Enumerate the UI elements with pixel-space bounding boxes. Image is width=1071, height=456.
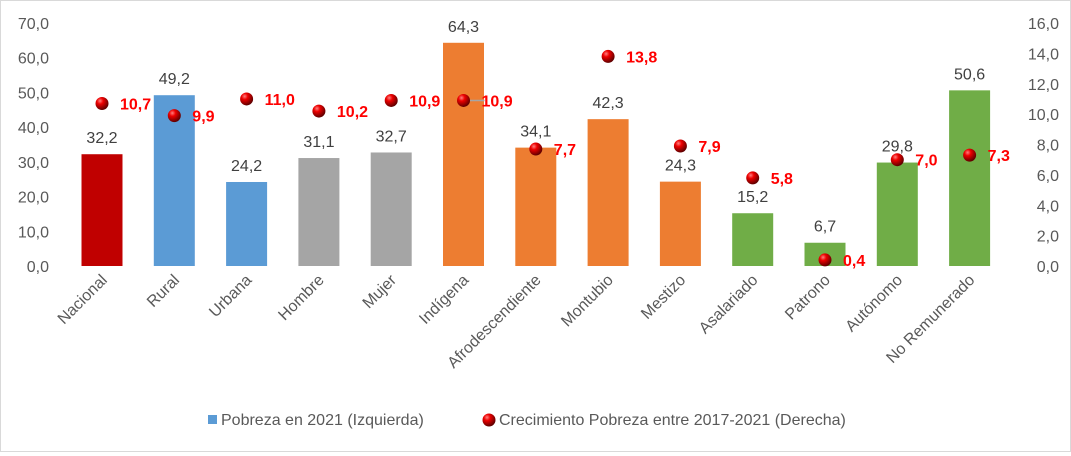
category-label: Hombre [275, 272, 327, 324]
point [746, 171, 760, 185]
point [95, 96, 109, 110]
legend-label-point: Crecimiento Pobreza entre 2017-2021 (Der… [499, 412, 846, 429]
point-value-label: 10,7 [120, 96, 151, 113]
y-left-tick-label: 50,0 [18, 85, 49, 102]
bar [298, 158, 340, 266]
bar-value-label: 24,2 [231, 158, 262, 175]
bar [370, 152, 412, 266]
bar-value-label: 24,3 [665, 158, 696, 175]
category-label: Autónomo [843, 272, 907, 336]
y-left-tick-label: 30,0 [18, 155, 49, 172]
bar-value-label: 49,2 [159, 71, 190, 88]
category-label: Urbana [206, 272, 255, 321]
bar-value-label: 42,3 [593, 95, 624, 112]
category-label: Mestizo [638, 272, 689, 323]
legend-label-bar: Pobreza en 2021 (Izquierda) [221, 412, 424, 429]
point [890, 153, 904, 167]
point-value-label: 9,9 [192, 109, 214, 126]
point-value-label: 7,0 [915, 153, 937, 170]
point [963, 148, 977, 162]
point [457, 93, 470, 107]
bar [876, 162, 918, 266]
point-value-label: 5,8 [771, 171, 793, 188]
point [818, 253, 832, 267]
y-left-tick-label: 60,0 [18, 51, 49, 68]
point [673, 139, 687, 153]
bar [732, 213, 774, 266]
point-value-label: 7,3 [988, 148, 1010, 165]
y-right-tick-label: 4,0 [1037, 198, 1059, 215]
point-value-label: 10,2 [337, 104, 368, 121]
bar-value-label: 15,2 [737, 189, 768, 206]
y-right-tick-label: 14,0 [1028, 46, 1059, 63]
bar [153, 95, 195, 266]
bar-value-label: 29,8 [882, 139, 913, 156]
y-left-tick-label: 40,0 [18, 120, 49, 137]
y-right-tick-label: 16,0 [1028, 16, 1059, 33]
y-left-tick-label: 70,0 [18, 16, 49, 33]
point [312, 104, 326, 118]
legend-marker-point [482, 413, 496, 427]
y-right-tick-label: 0,0 [1037, 259, 1059, 276]
point [601, 49, 615, 63]
bar-value-label: 6,7 [814, 219, 836, 236]
category-label: Montubio [558, 272, 617, 331]
bar [443, 42, 484, 267]
y-right-tick-label: 10,0 [1028, 107, 1059, 124]
legend-swatch-bar [208, 415, 217, 424]
bar [515, 147, 557, 266]
y-right-tick-label: 2,0 [1037, 229, 1059, 246]
category-label: Asalariado [696, 272, 762, 338]
point [167, 109, 181, 123]
bar [81, 154, 123, 266]
bar [587, 119, 629, 266]
y-left-tick-label: 0,0 [27, 259, 49, 276]
y-left-tick-label: 20,0 [18, 190, 49, 207]
category-label: Indígena [416, 272, 472, 328]
bar-value-label: 32,7 [376, 128, 407, 145]
bar [949, 90, 991, 267]
legend: Pobreza en 2021 (Izquierda) Crecimiento … [208, 412, 846, 429]
y-right-tick-label: 6,0 [1037, 168, 1059, 185]
point-value-label: 7,7 [554, 142, 576, 159]
y-right-tick-label: 12,0 [1028, 77, 1059, 94]
point-value-label: 13,8 [626, 49, 657, 66]
y-right-tick-label: 8,0 [1037, 138, 1059, 155]
bar-value-label: 31,1 [303, 134, 334, 151]
point [240, 92, 254, 106]
point-value-label: 11,0 [265, 92, 295, 109]
point-value-label: 10,9 [482, 93, 513, 110]
point [529, 142, 543, 156]
y-left-tick-label: 10,0 [18, 224, 49, 241]
point-value-label: 10,9 [409, 93, 440, 110]
point-value-label: 7,9 [698, 139, 720, 156]
bar-value-label: 64,3 [448, 19, 479, 36]
bar-value-label: 50,6 [954, 66, 985, 83]
category-label: Mujer [360, 271, 401, 312]
point-value-label: 0,4 [843, 253, 865, 270]
bar [659, 181, 701, 266]
category-label: Patrono [782, 272, 834, 324]
category-label: Rural [144, 272, 183, 311]
bar [226, 181, 268, 266]
category-label: Nacional [55, 272, 111, 328]
bar-value-label: 32,2 [86, 130, 117, 147]
bar-value-label: 34,1 [520, 124, 551, 141]
point [384, 93, 398, 107]
